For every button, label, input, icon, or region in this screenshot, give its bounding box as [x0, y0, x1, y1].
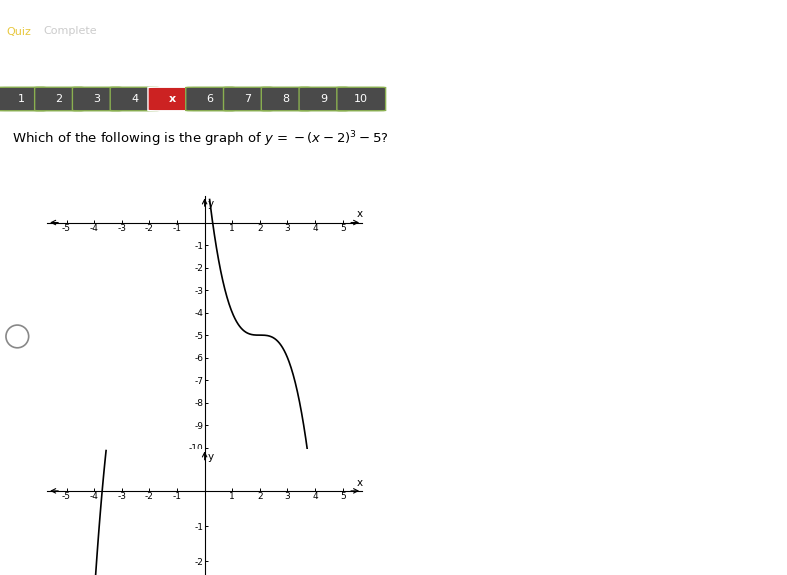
Text: 10: 10	[354, 94, 368, 104]
Text: Which of the following is the graph of $y_{\,}=-(x-2)^3-5$?: Which of the following is the graph of $…	[12, 129, 389, 149]
FancyBboxPatch shape	[72, 87, 121, 111]
Text: y: y	[208, 199, 214, 209]
Text: Quiz: Quiz	[6, 26, 31, 36]
Text: 1: 1	[18, 94, 24, 104]
Text: 3: 3	[94, 94, 100, 104]
Text: 4: 4	[131, 94, 139, 104]
Text: x: x	[357, 209, 363, 219]
FancyBboxPatch shape	[148, 87, 197, 111]
Text: x: x	[168, 94, 176, 104]
Text: 7: 7	[244, 94, 252, 104]
FancyBboxPatch shape	[337, 87, 386, 111]
FancyBboxPatch shape	[110, 87, 159, 111]
Text: Complete: Complete	[43, 26, 97, 36]
FancyBboxPatch shape	[261, 87, 310, 111]
Text: Attempt 1: Attempt 1	[59, 59, 119, 71]
FancyBboxPatch shape	[0, 87, 46, 111]
Text: 90%: 90%	[6, 55, 57, 75]
FancyBboxPatch shape	[35, 87, 83, 111]
Text: x: x	[357, 478, 363, 488]
FancyBboxPatch shape	[224, 87, 272, 111]
Text: 8: 8	[282, 94, 290, 104]
FancyBboxPatch shape	[299, 87, 348, 111]
Text: 2: 2	[55, 94, 63, 104]
Text: 6: 6	[207, 94, 213, 104]
Text: y: y	[208, 452, 214, 462]
Text: Transformations of Functions: Transformations of Functions	[6, 15, 301, 33]
FancyBboxPatch shape	[186, 87, 235, 111]
Text: 9: 9	[320, 94, 327, 104]
